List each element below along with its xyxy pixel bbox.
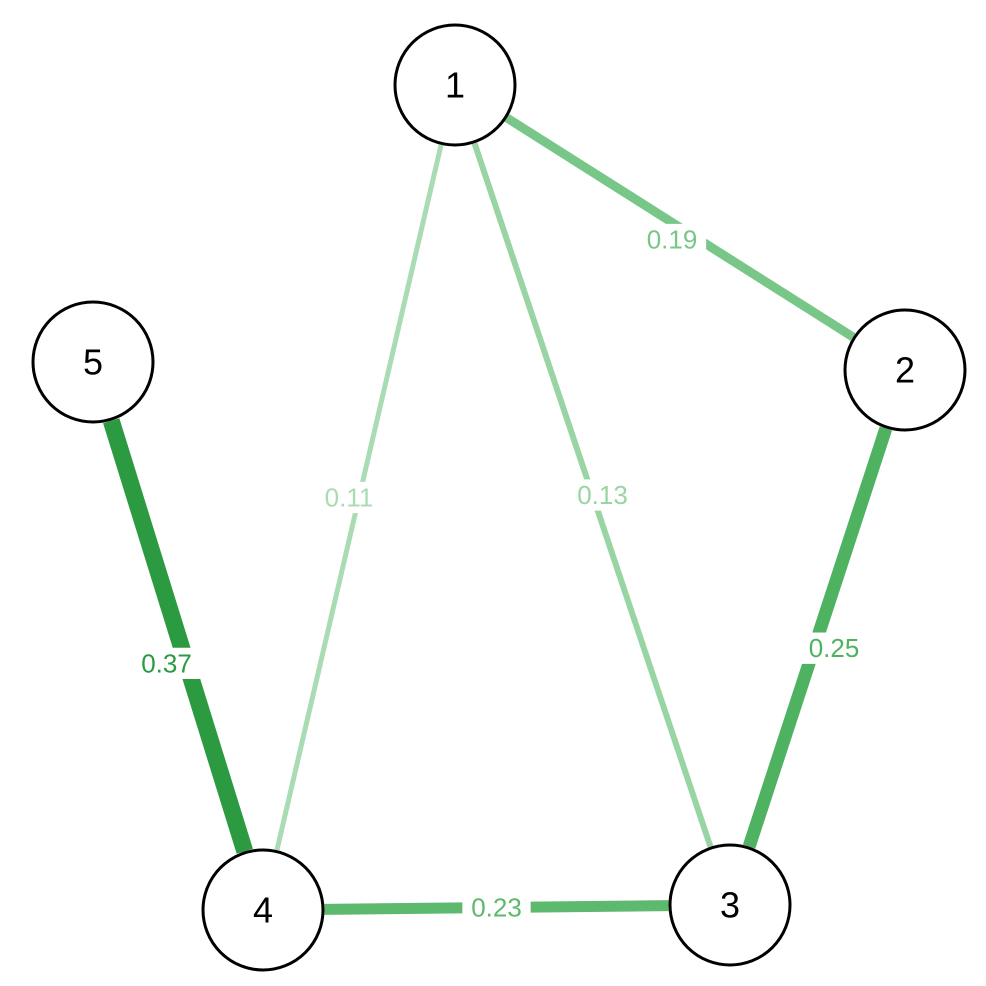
node-label-5: 5 [83,342,103,383]
edge-label-3-4: 0.23 [471,893,522,923]
graph-svg: 0.11 0.13 0.19 0.23 0.25 0.37 1 2 3 4 5 [0,0,986,986]
edge-label-1-4: 0.11 [325,483,374,513]
node-label-2: 2 [895,350,915,391]
edge-4-5 [111,421,245,852]
edge-label-2-3: 0.25 [809,633,860,663]
node-label-4: 4 [253,890,273,931]
edge-label-4-5: 0.37 [141,648,192,678]
network-graph: 0.11 0.13 0.19 0.23 0.25 0.37 1 2 3 4 5 [0,0,986,986]
edge-label-1-2: 0.19 [647,225,698,255]
node-label-3: 3 [720,885,740,926]
node-label-1: 1 [445,65,465,106]
edge-label-1-3: 0.13 [577,480,628,510]
